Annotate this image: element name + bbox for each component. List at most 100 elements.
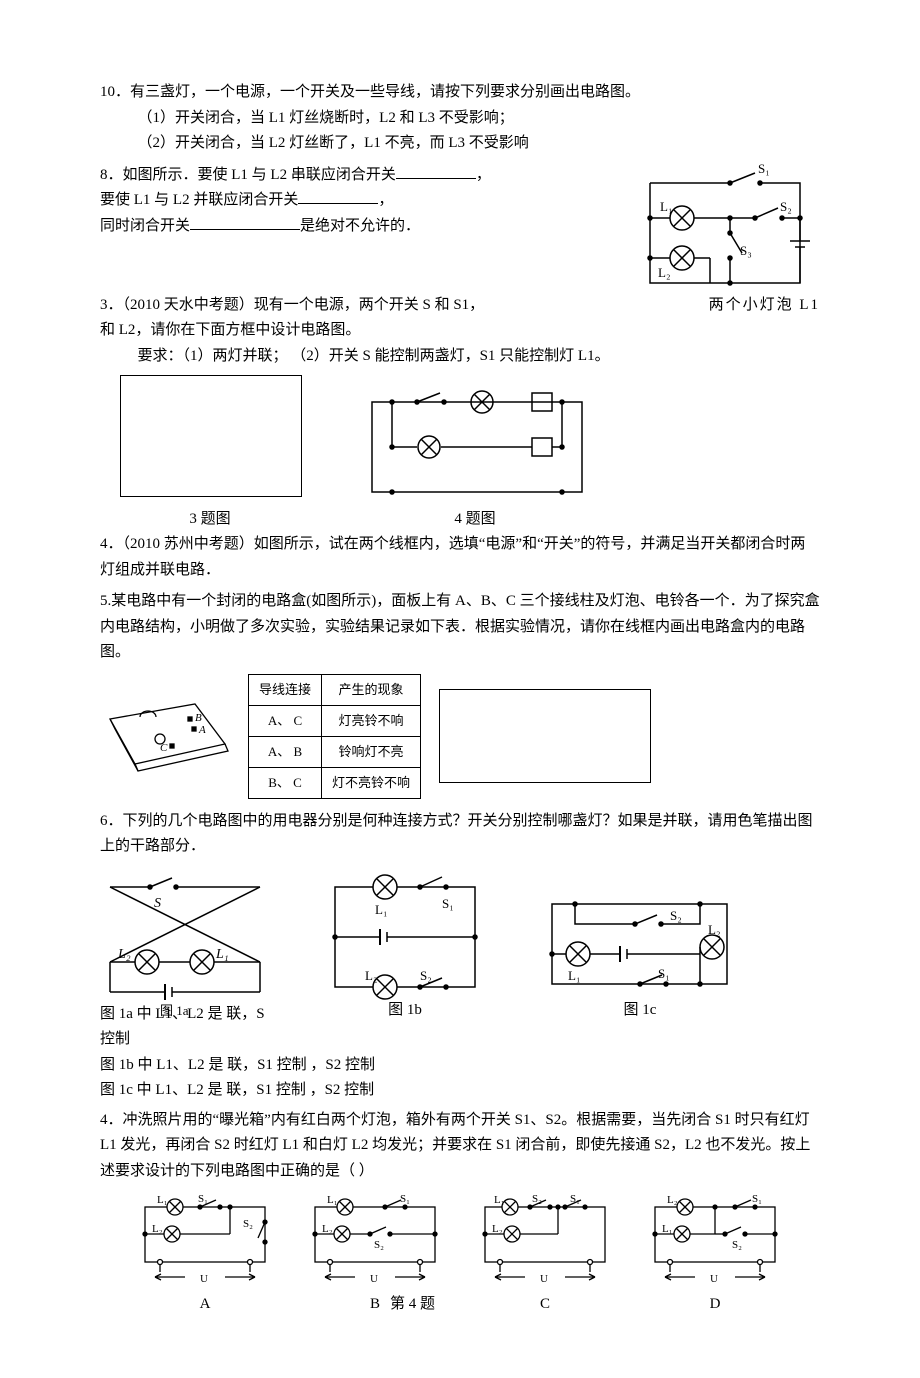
circuit-q4a bbox=[362, 387, 592, 507]
label-l2: L₂ bbox=[365, 968, 377, 983]
td: 灯亮铃不响 bbox=[322, 705, 421, 736]
l: U bbox=[540, 1273, 548, 1285]
q8-l3a: 同时闭合开关 bbox=[100, 218, 190, 234]
q8-line2: 要使 L1 与 L2 并联应闭合开关 ， bbox=[100, 188, 610, 214]
q4b-figures: L₁ S₁ S₂ L₂ U L₁ S₁ L₂ S₂ bbox=[100, 1192, 820, 1292]
circuit-opt-b: L₁ S₁ L₂ S₂ U bbox=[300, 1192, 450, 1292]
label-l1: L₁ bbox=[375, 902, 387, 917]
q8-l2a: 要使 L1 与 L2 并联应闭合开关 bbox=[100, 192, 298, 208]
q3-figures-row bbox=[120, 375, 820, 507]
answer-box bbox=[439, 689, 651, 783]
question-5: 5.某电路中有一个封闭的电路盒(如图所示)，面板上有 A、B、C 三个接线柱及灯… bbox=[100, 589, 820, 666]
l: L₂ bbox=[492, 1223, 503, 1235]
label-l2: L₂ bbox=[708, 922, 720, 937]
label-s1: S₁ bbox=[442, 896, 454, 911]
l: S₁ bbox=[198, 1193, 208, 1205]
l: S₁ bbox=[400, 1193, 410, 1205]
blank bbox=[190, 214, 300, 230]
circuit-opt-d: L₂ S₁ L₁ S₂ U bbox=[640, 1192, 790, 1292]
cap-1a: 图 1a bbox=[160, 1000, 189, 1022]
question-8-text: 8．如图所示．要使 L1 与 L2 串联应闭合开关 ， 要使 L1 与 L2 并联… bbox=[100, 163, 610, 258]
answer-box bbox=[120, 375, 302, 497]
fig-1c-wrap: S₂ L₂ L₁ S₁ bbox=[540, 892, 740, 1002]
l: S₂ bbox=[532, 1193, 542, 1205]
l: L₂ bbox=[322, 1223, 333, 1235]
q3a-l1: 3．（2010 天水中考题）现有一个电源，两个开关 S 和 S1， bbox=[100, 293, 484, 319]
q5-table: 导线连接 产生的现象 A、 C灯亮铃不响 A、 B铃响灯不亮 B、 C灯不亮铃不… bbox=[248, 674, 421, 799]
q8-l3b: 是绝对不允许的． bbox=[300, 218, 420, 234]
q8-l1b: ， bbox=[476, 167, 491, 183]
label-b: B bbox=[195, 712, 202, 724]
fig-1b-wrap: L₁ S₁ L₂ S₂ bbox=[320, 872, 490, 1002]
blank bbox=[396, 163, 476, 179]
l: L₂ bbox=[152, 1223, 163, 1235]
circuit-1b: L₁ S₁ L₂ S₂ bbox=[320, 872, 490, 1002]
q3a-l2: 和 L2，请你在下面方框中设计电路图。 bbox=[100, 318, 820, 344]
q8-l2b: ， bbox=[378, 192, 393, 208]
l: U bbox=[370, 1273, 378, 1285]
circuit-1a: S L₂ L₁ bbox=[100, 872, 270, 1002]
circuit-opt-c: L₁ S₂ S₁ L₂ U bbox=[470, 1192, 620, 1292]
l: S₁ bbox=[752, 1193, 762, 1205]
td: B、 C bbox=[249, 767, 322, 798]
label-l2: L₂ bbox=[658, 265, 670, 280]
caption-3: 3 题图 bbox=[120, 507, 300, 533]
fig-1a-wrap: S L₂ L₁ bbox=[100, 872, 270, 1002]
label-s3: S₃ bbox=[740, 243, 752, 258]
label-l1: L₁ bbox=[568, 968, 580, 983]
circuit-1c: S₂ L₂ L₁ S₁ bbox=[540, 892, 740, 1002]
q8-line3: 同时闭合开关 是绝对不允许的． bbox=[100, 214, 610, 240]
q3-empty-box-wrap bbox=[120, 375, 302, 507]
q6-figures: S L₂ L₁ bbox=[100, 872, 820, 1002]
q3a-l1t: 两个小灯泡 L1 bbox=[709, 293, 820, 319]
opt-c: C bbox=[470, 1292, 620, 1318]
caption-q4: 第 4 题 bbox=[390, 1292, 435, 1318]
q4b-captions: A B 第 4 题 C D bbox=[100, 1292, 820, 1318]
label-l1: L₁ bbox=[660, 199, 672, 214]
td: 铃响灯不亮 bbox=[322, 736, 421, 767]
question-8-row: 8．如图所示．要使 L1 与 L2 串联应闭合开关 ， 要使 L1 与 L2 并联… bbox=[100, 163, 820, 293]
question-10: 10．有三盏灯，一个电源，一个开关及一些导线，请按下列要求分别画出电路图。 （1… bbox=[100, 80, 820, 157]
circuit-box-illustration: B A C bbox=[100, 689, 230, 784]
l: S₁ bbox=[570, 1193, 580, 1205]
label-s1: S₁ bbox=[758, 163, 770, 176]
circuit-opt-a: L₁ S₁ S₂ L₂ U bbox=[130, 1192, 280, 1292]
q3-caption-row: 3 题图 4 题图 bbox=[120, 507, 820, 533]
label-s1: S₁ bbox=[658, 966, 670, 981]
opt-d: D bbox=[640, 1292, 790, 1318]
td: A、 B bbox=[249, 736, 322, 767]
question-4a: 4．（2010 苏州中考题）如图所示，试在两个线框内，选填“电源”和“开关”的符… bbox=[100, 532, 820, 583]
opt-a: A bbox=[130, 1292, 280, 1318]
l: U bbox=[710, 1273, 718, 1285]
q8-figure: S₁ L₁ S₂ S₃ L₂ bbox=[630, 163, 820, 293]
q8-l1a: 8．如图所示．要使 L1 与 L2 串联应闭合开关 bbox=[100, 167, 396, 183]
th-conn: 导线连接 bbox=[249, 674, 322, 705]
label-l2: L₂ bbox=[117, 947, 131, 962]
caption-4: 4 题图 bbox=[360, 507, 590, 533]
l: S₂ bbox=[374, 1239, 384, 1251]
label-l1: L₁ bbox=[215, 947, 229, 962]
question-4b: 4．冲洗照片用的“曝光箱”内有红白两个灯泡，箱外有两个开关 S1、S2。根据需要… bbox=[100, 1108, 820, 1185]
label-a: A bbox=[198, 724, 206, 736]
label-c: C bbox=[160, 742, 168, 754]
question-3a: 3．（2010 天水中考题）现有一个电源，两个开关 S 和 S1， 两个小灯泡 … bbox=[100, 293, 820, 370]
l: U bbox=[200, 1273, 208, 1285]
label-s: S bbox=[154, 896, 161, 911]
td: A、 C bbox=[249, 705, 322, 736]
opt-b: B bbox=[370, 1296, 380, 1312]
l: L₁ bbox=[327, 1194, 338, 1206]
td: 灯不亮铃不响 bbox=[322, 767, 421, 798]
l: S₂ bbox=[732, 1239, 742, 1251]
q10-stem: 10．有三盏灯，一个电源，一个开关及一些导线，请按下列要求分别画出电路图。 bbox=[100, 80, 820, 106]
q6-l2: 图 1b 中 L1、L2 是 联，S1 控制 ，S2 控制 bbox=[100, 1053, 820, 1079]
q10-sub2: （2）开关闭合，当 L2 灯丝断了，L1 不亮，而 L3 不受影响 bbox=[100, 131, 820, 157]
label-s2: S₂ bbox=[420, 968, 432, 983]
label-s2: S₂ bbox=[670, 908, 682, 923]
q4a-figure bbox=[362, 387, 592, 507]
question-6: 6．下列的几个电路图中的用电器分别是何种连接方式？开关分别控制哪盏灯？如果是并联… bbox=[100, 809, 820, 860]
l: L₁ bbox=[157, 1194, 168, 1206]
blank bbox=[298, 188, 378, 204]
l: L₂ bbox=[667, 1194, 678, 1206]
q8-line1: 8．如图所示．要使 L1 与 L2 串联应闭合开关 ， bbox=[100, 163, 610, 189]
q5-figures-row: B A C 导线连接 产生的现象 A、 C灯亮铃不响 A、 B铃响灯不亮 B、 … bbox=[100, 674, 820, 799]
